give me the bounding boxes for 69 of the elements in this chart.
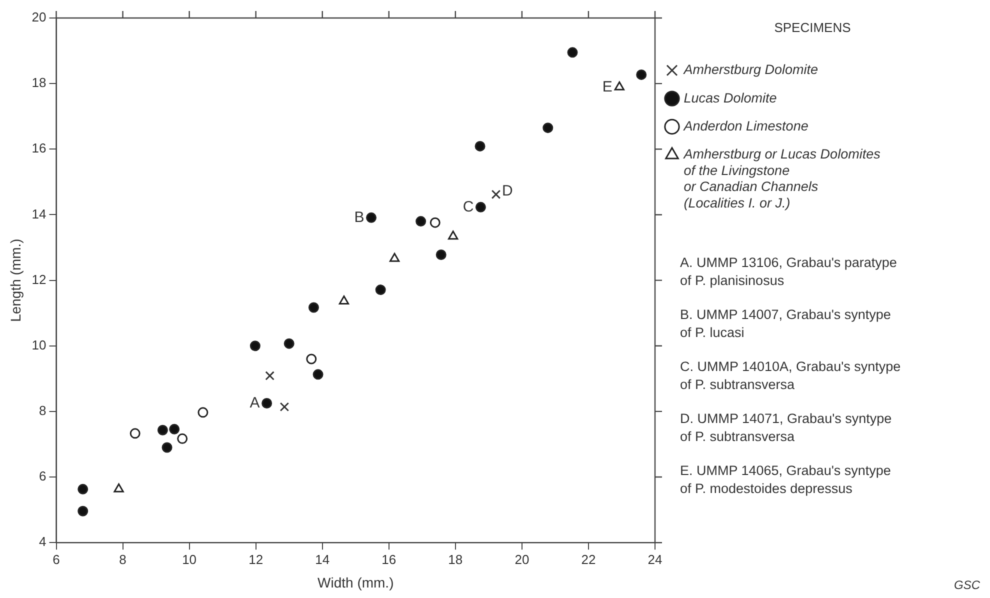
point (338, 296, 350, 305)
x-tick-label: 18 (448, 552, 463, 567)
annotation: D (502, 182, 513, 200)
x-tick-label: 12 (248, 552, 264, 567)
point (312, 369, 324, 380)
point (436, 249, 446, 260)
point (567, 47, 578, 58)
legend-label: Anderdon Limestone (682, 118, 808, 134)
legend-label: Lucas Dolomite (684, 90, 777, 106)
text: D. UMMP 14071, Grabau's syntype of P. subtransversa (680, 410, 893, 446)
point (475, 202, 486, 212)
x-tick-label: 10 (182, 552, 197, 567)
point (114, 483, 124, 492)
point (169, 424, 180, 434)
legend-label: Amherstburg Dolomite (682, 62, 818, 78)
y-tick-label: 14 (32, 206, 46, 222)
annotation: A (250, 394, 260, 412)
point (157, 424, 168, 436)
text: A. UMMP 13106, Grabau's paratype of P. planisinosus (680, 254, 898, 290)
point (308, 302, 319, 313)
text: GSC (954, 578, 980, 592)
text: E. UMMP 14065, Grabau's syntype of P. modestoides depressus (680, 462, 892, 498)
y-tick-label: 10 (32, 337, 46, 352)
annotation: C (462, 198, 474, 216)
point (280, 402, 290, 412)
x-tick-label: 6 (52, 552, 60, 567)
y-tick-label: 18 (32, 75, 46, 90)
point (265, 371, 274, 380)
point (389, 252, 400, 262)
point (542, 122, 554, 134)
point (474, 140, 486, 152)
point (262, 398, 272, 409)
point (130, 428, 140, 439)
point (162, 442, 172, 453)
point (614, 81, 624, 90)
y-tick-label: 16 (32, 140, 46, 156)
text: C. UMMP 14010A, Grabau's syntype of P. subtransversa (680, 358, 902, 394)
x-tick-label: 20 (514, 552, 530, 567)
point (636, 69, 647, 80)
x-axis-title: Width (mm.) (318, 574, 394, 590)
y-axis-title: Length (mm.) (7, 238, 24, 322)
y-tick-label: 4 (39, 534, 46, 550)
point (250, 340, 260, 352)
x-tick-label: 22 (581, 552, 596, 567)
x-tick-label: 14 (315, 552, 330, 567)
point (491, 190, 501, 200)
point (78, 506, 88, 516)
point (430, 217, 440, 228)
point (78, 484, 88, 494)
point (306, 354, 317, 364)
y-tick-label: 8 (39, 403, 46, 418)
point (284, 338, 294, 349)
annotation: E (602, 78, 612, 96)
legend-label: Amherstburg or Lucas Dolomites of the Livingstone or Canadian Channels (Localities I. or J.) (682, 146, 881, 210)
point (448, 230, 458, 240)
x-tick-label: 16 (382, 552, 396, 567)
point (177, 433, 188, 444)
y-tick-label: 6 (39, 468, 46, 484)
point (198, 407, 208, 418)
text: B. UMMP 14007, Grabau's syntype of P. lucasi (680, 306, 892, 342)
point (416, 216, 426, 227)
y-tick-label: 20 (32, 10, 46, 25)
point (375, 284, 386, 296)
x-tick-label: 8 (119, 552, 126, 567)
annotation: B (354, 208, 364, 226)
y-tick-label: 12 (32, 272, 46, 287)
legend-title: SPECIMENS (774, 20, 852, 36)
point (366, 212, 377, 223)
x-tick-label: 24 (648, 552, 662, 567)
